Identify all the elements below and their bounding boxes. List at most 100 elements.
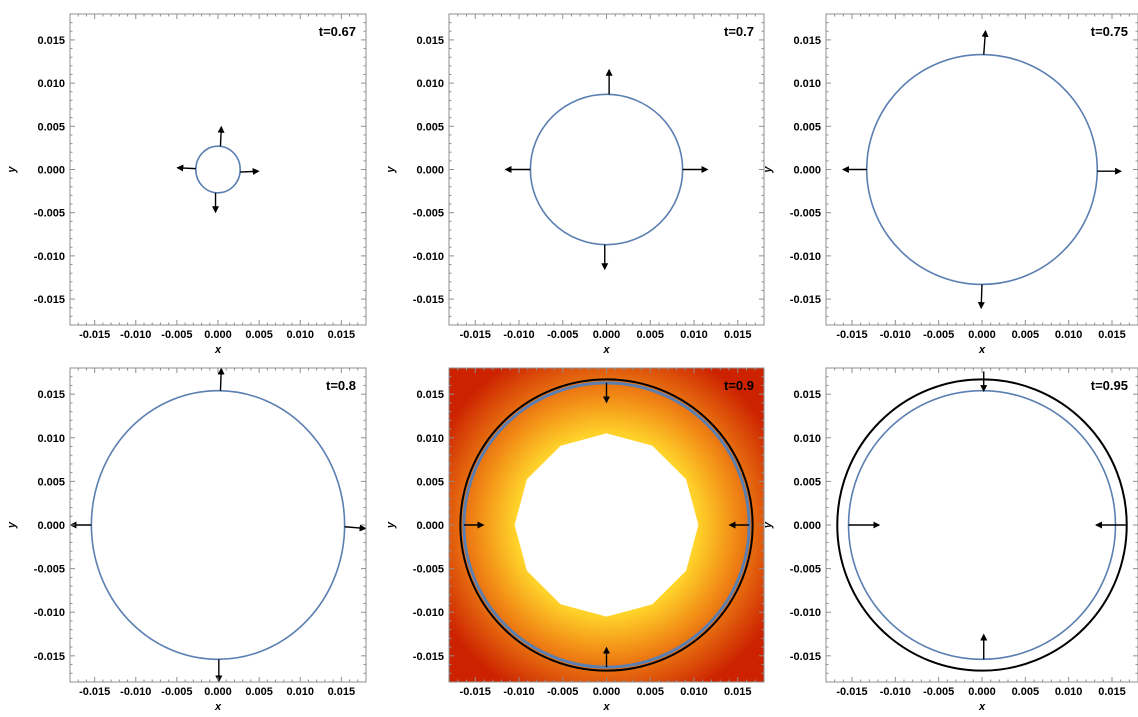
y-tick-label: 0.010 [37, 78, 65, 90]
x-tick-label: 0.010 [286, 686, 314, 698]
x-tick-label: -0.010 [880, 686, 911, 698]
x-tick-label: 0.010 [286, 329, 314, 341]
x-tick-label: 0.015 [1098, 329, 1126, 341]
y-axis-label: y [6, 521, 18, 529]
plot-area [70, 368, 366, 682]
front-circle [529, 93, 684, 246]
x-tick-label: 0.010 [680, 329, 708, 341]
front-circle [195, 145, 242, 194]
x-tick-label: -0.005 [161, 686, 192, 698]
panel-5: -0.015 -0.010 -0.005 0.000 0.005 0.010 0.015 -0… [385, 367, 765, 713]
panel-4: -0.015 -0.010 -0.005 0.000 0.005 0.010 0.015 -0… [6, 367, 367, 713]
y-tick-label: -0.010 [413, 251, 444, 263]
panel-2: -0.015 -0.010 -0.005 0.000 0.005 0.010 0.015 -0… [385, 13, 765, 356]
y-axis-label: y [6, 166, 18, 174]
outer-boundary-circle [459, 378, 754, 672]
y-tick-label: 0.000 [37, 520, 65, 532]
x-tick-label: 0.000 [204, 686, 232, 698]
x-tick-label: 0.015 [724, 686, 752, 698]
plot-frame [69, 13, 367, 326]
time-label: t=0.67 [319, 24, 356, 39]
x-tick-label: -0.015 [836, 686, 867, 698]
y-axis-label: y [385, 166, 397, 174]
plot-frame [69, 367, 367, 683]
plot-area [449, 368, 764, 682]
y-tick-label: -0.005 [413, 564, 444, 576]
y-tick-label: -0.015 [413, 651, 444, 663]
time-label: t=0.95 [1091, 378, 1128, 393]
y-tick-label: -0.015 [34, 651, 65, 663]
plot-frame [825, 13, 1138, 326]
x-tick-label: 0.010 [1055, 329, 1083, 341]
y-tick-label: -0.005 [34, 564, 65, 576]
x-tick-label: -0.015 [460, 686, 491, 698]
x-tick-label: 0.000 [204, 329, 232, 341]
y-tick-label: -0.005 [790, 564, 821, 576]
y-tick-label: 0.000 [793, 165, 821, 177]
x-tick-label: -0.005 [923, 329, 954, 341]
y-tick-label: -0.005 [34, 208, 65, 220]
y-axis-label: y [762, 166, 774, 174]
x-axis-label: x [602, 344, 610, 356]
y-tick-label: 0.010 [793, 433, 821, 445]
plot-area [841, 29, 1123, 310]
x-tick-label: -0.010 [503, 329, 534, 341]
x-axis-label: x [214, 344, 222, 356]
ticks: -0.015 -0.010 -0.005 0.000 0.005 0.010 0.015 -0… [413, 14, 764, 341]
time-label: t=0.75 [1091, 24, 1128, 39]
ticks: -0.015 -0.010 -0.005 0.000 0.005 0.010 0.015 -0… [34, 14, 366, 341]
x-tick-label: -0.015 [836, 329, 867, 341]
y-tick-label: -0.010 [34, 607, 65, 619]
x-axis-label: x [978, 344, 986, 356]
x-tick-label: 0.015 [724, 329, 752, 341]
y-tick-label: 0.000 [793, 520, 821, 532]
x-tick-label: 0.015 [328, 686, 356, 698]
velocity-arrow-3 [240, 167, 260, 175]
y-tick-label: 0.000 [416, 520, 444, 532]
time-label: t=0.8 [326, 378, 356, 393]
y-axis-label: y [385, 521, 397, 529]
plot-area [836, 371, 1128, 672]
y-tick-label: 0.015 [37, 35, 65, 47]
y-tick-label: 0.010 [793, 78, 821, 90]
front-circle [90, 389, 346, 661]
y-tick-label: 0.015 [416, 389, 444, 401]
x-tick-label: -0.005 [923, 686, 954, 698]
x-axis-label: x [214, 701, 222, 713]
y-tick-label: 0.005 [793, 121, 821, 133]
velocity-arrow-2 [176, 164, 196, 172]
y-tick-label: 0.015 [793, 389, 821, 401]
y-tick-label: 0.015 [37, 389, 65, 401]
front-circle [865, 53, 1099, 286]
y-tick-label: 0.010 [416, 78, 444, 90]
ticks: -0.015 -0.010 -0.005 0.000 0.005 0.010 0.015 -0… [790, 368, 1138, 698]
plot-frame [448, 13, 765, 326]
y-tick-label: -0.005 [790, 208, 821, 220]
plot-area [504, 68, 709, 271]
x-tick-label: 0.005 [1012, 329, 1040, 341]
ticks: -0.015 -0.010 -0.005 0.000 0.005 0.010 0.015 -0… [34, 368, 366, 698]
velocity-arrow-3 [344, 524, 366, 532]
x-tick-label: 0.000 [593, 686, 621, 698]
y-tick-label: 0.000 [37, 165, 65, 177]
ticks: -0.015 -0.010 -0.005 0.000 0.005 0.010 0.015 -0… [413, 368, 764, 698]
ticks: -0.015 -0.010 -0.005 0.000 0.005 0.010 0.015 -0… [790, 14, 1138, 341]
x-tick-label: 0.010 [680, 686, 708, 698]
y-tick-label: -0.010 [34, 251, 65, 263]
y-tick-label: -0.010 [413, 607, 444, 619]
y-axis-label: y [762, 521, 774, 529]
y-tick-label: 0.005 [416, 476, 444, 488]
x-tick-label: -0.005 [547, 686, 578, 698]
x-tick-label: -0.010 [880, 329, 911, 341]
y-tick-label: -0.005 [413, 208, 444, 220]
y-tick-label: -0.015 [34, 294, 65, 306]
time-label: t=0.9 [724, 378, 754, 393]
y-tick-label: 0.005 [37, 476, 65, 488]
outer-boundary-circle [836, 378, 1128, 672]
x-tick-label: 0.015 [328, 329, 356, 341]
y-tick-label: 0.000 [416, 165, 444, 177]
y-tick-label: 0.005 [37, 121, 65, 133]
x-tick-label: 0.000 [968, 686, 996, 698]
velocity-arrow-1 [981, 29, 989, 55]
